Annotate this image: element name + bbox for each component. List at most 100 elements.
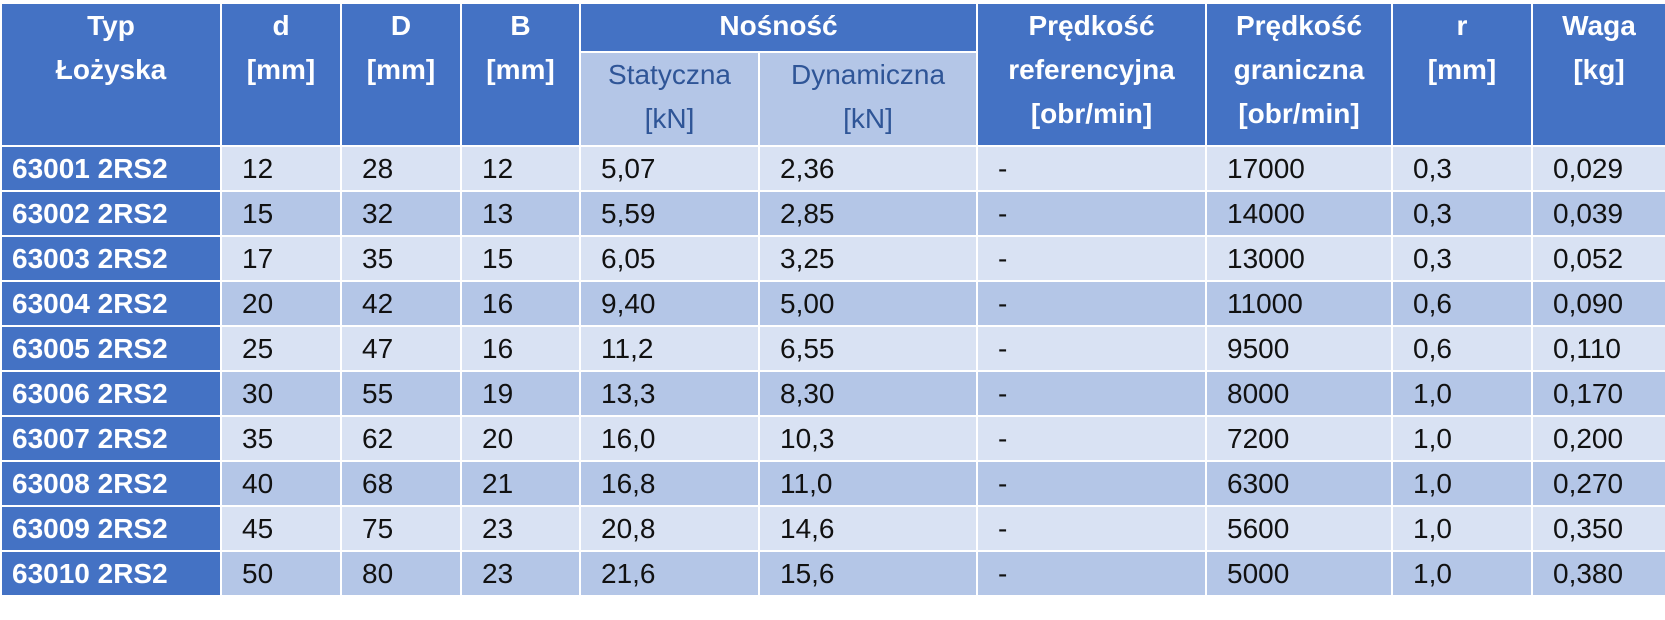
header-text: [kg] <box>1573 54 1625 85</box>
header-text: [mm] <box>1427 54 1497 85</box>
cell: 20,8 <box>579 505 760 552</box>
cell: 80 <box>340 550 462 597</box>
cell: 25 <box>220 325 342 372</box>
cell: - <box>976 280 1207 327</box>
cell: 42 <box>340 280 462 327</box>
cell: 16 <box>460 325 581 372</box>
cell: 8,30 <box>758 370 978 417</box>
row-label: 63006 2RS2 <box>0 370 222 417</box>
cell: 5,59 <box>579 190 760 237</box>
header-cell: r [mm] <box>1391 2 1533 147</box>
cell: 16,0 <box>579 415 760 462</box>
cell: 62 <box>340 415 462 462</box>
cell: - <box>976 235 1207 282</box>
header-text: [obr/min] <box>1030 98 1153 129</box>
header-text: [mm] <box>246 54 316 85</box>
cell: 2,85 <box>758 190 978 237</box>
cell: 1,0 <box>1391 415 1533 462</box>
header-text: Prędkość <box>1235 10 1363 41</box>
cell: 12 <box>220 145 342 192</box>
cell: 14,6 <box>758 505 978 552</box>
cell: 20 <box>220 280 342 327</box>
cell: - <box>976 460 1207 507</box>
table-row: 63005 2RS2 25 47 16 11,2 6,55-9500 0,6 0,110 <box>0 325 1665 372</box>
header-text: B <box>510 10 531 41</box>
cell: 0,052 <box>1531 235 1665 282</box>
cell: - <box>976 505 1207 552</box>
cell: - <box>976 190 1207 237</box>
cell: 23 <box>460 505 581 552</box>
cell: 0,3 <box>1391 190 1533 237</box>
header-text: [mm] <box>486 54 555 85</box>
header-text: Łożyska <box>55 54 167 85</box>
cell: 0,3 <box>1391 145 1533 192</box>
cell: 19 <box>460 370 581 417</box>
cell: 40 <box>220 460 342 507</box>
subheader-cell: Dynamiczna [kN] <box>758 51 978 147</box>
header-cell: D [mm] <box>340 2 462 147</box>
header-cell: d [mm] <box>220 2 342 147</box>
cell: 11000 <box>1205 280 1393 327</box>
cell: 5,00 <box>758 280 978 327</box>
cell: 32 <box>340 190 462 237</box>
cell: 13000 <box>1205 235 1393 282</box>
header-text: d <box>272 10 290 41</box>
cell: - <box>976 415 1207 462</box>
cell: 13,3 <box>579 370 760 417</box>
cell: 0,6 <box>1391 280 1533 327</box>
row-label: 63003 2RS2 <box>0 235 222 282</box>
header-text: Typ <box>87 10 135 41</box>
cell: 0,170 <box>1531 370 1665 417</box>
header-text: [obr/min] <box>1238 98 1360 129</box>
cell: 35 <box>220 415 342 462</box>
header-text: Waga <box>1562 10 1636 41</box>
cell: 16,8 <box>579 460 760 507</box>
cell: 21,6 <box>579 550 760 597</box>
cell: 15 <box>460 235 581 282</box>
header-cell: B [mm] <box>460 2 581 147</box>
cell: 45 <box>220 505 342 552</box>
cell: 11,0 <box>758 460 978 507</box>
header-text: r <box>1456 10 1468 41</box>
header-text: referencyjna <box>1008 54 1175 85</box>
cell: 35 <box>340 235 462 282</box>
table-row: 63006 2RS2 30 55 19 13,3 8,30-8000 1,0 0,170 <box>0 370 1665 417</box>
cell: 5000 <box>1205 550 1393 597</box>
row-label: 63002 2RS2 <box>0 190 222 237</box>
table-row: 63010 2RS2 50 80 23 21,6 15,6-5000 1,0 0,380 <box>0 550 1665 597</box>
cell: 55 <box>340 370 462 417</box>
cell: 5,07 <box>579 145 760 192</box>
cell: 2,36 <box>758 145 978 192</box>
cell: 6300 <box>1205 460 1393 507</box>
cell: 68 <box>340 460 462 507</box>
table-row: 63007 2RS2 35 62 20 16,0 10,3-7200 1,0 0,200 <box>0 415 1665 462</box>
cell: 8000 <box>1205 370 1393 417</box>
cell: 11,2 <box>579 325 760 372</box>
cell: 15 <box>220 190 342 237</box>
cell: 0,039 <box>1531 190 1665 237</box>
header-text: D <box>390 10 412 41</box>
header-text: graniczna <box>1233 54 1365 85</box>
header-text: Statyczna <box>608 59 731 90</box>
cell: 1,0 <box>1391 550 1533 597</box>
cell: 6,05 <box>579 235 760 282</box>
cell: 6,55 <box>758 325 978 372</box>
header-group: Nośność <box>579 2 978 53</box>
table-row: 63002 2RS2 15 32 13 5,59 2,85-14000 0,3 0,039 <box>0 190 1665 237</box>
header-cell: Typ Łożyska <box>0 2 222 147</box>
row-label: 63004 2RS2 <box>0 280 222 327</box>
header-text: [mm] <box>366 54 436 85</box>
cell: 28 <box>340 145 462 192</box>
cell: - <box>976 325 1207 372</box>
header-text: [kN] <box>644 103 695 134</box>
cell: 0,6 <box>1391 325 1533 372</box>
header-text: [kN] <box>843 103 893 134</box>
cell: 16 <box>460 280 581 327</box>
cell: 7200 <box>1205 415 1393 462</box>
cell: 12 <box>460 145 581 192</box>
cell: 10,3 <box>758 415 978 462</box>
header-text: Dynamiczna <box>790 59 946 90</box>
cell: 17 <box>220 235 342 282</box>
header-text: Prędkość <box>1028 10 1155 41</box>
